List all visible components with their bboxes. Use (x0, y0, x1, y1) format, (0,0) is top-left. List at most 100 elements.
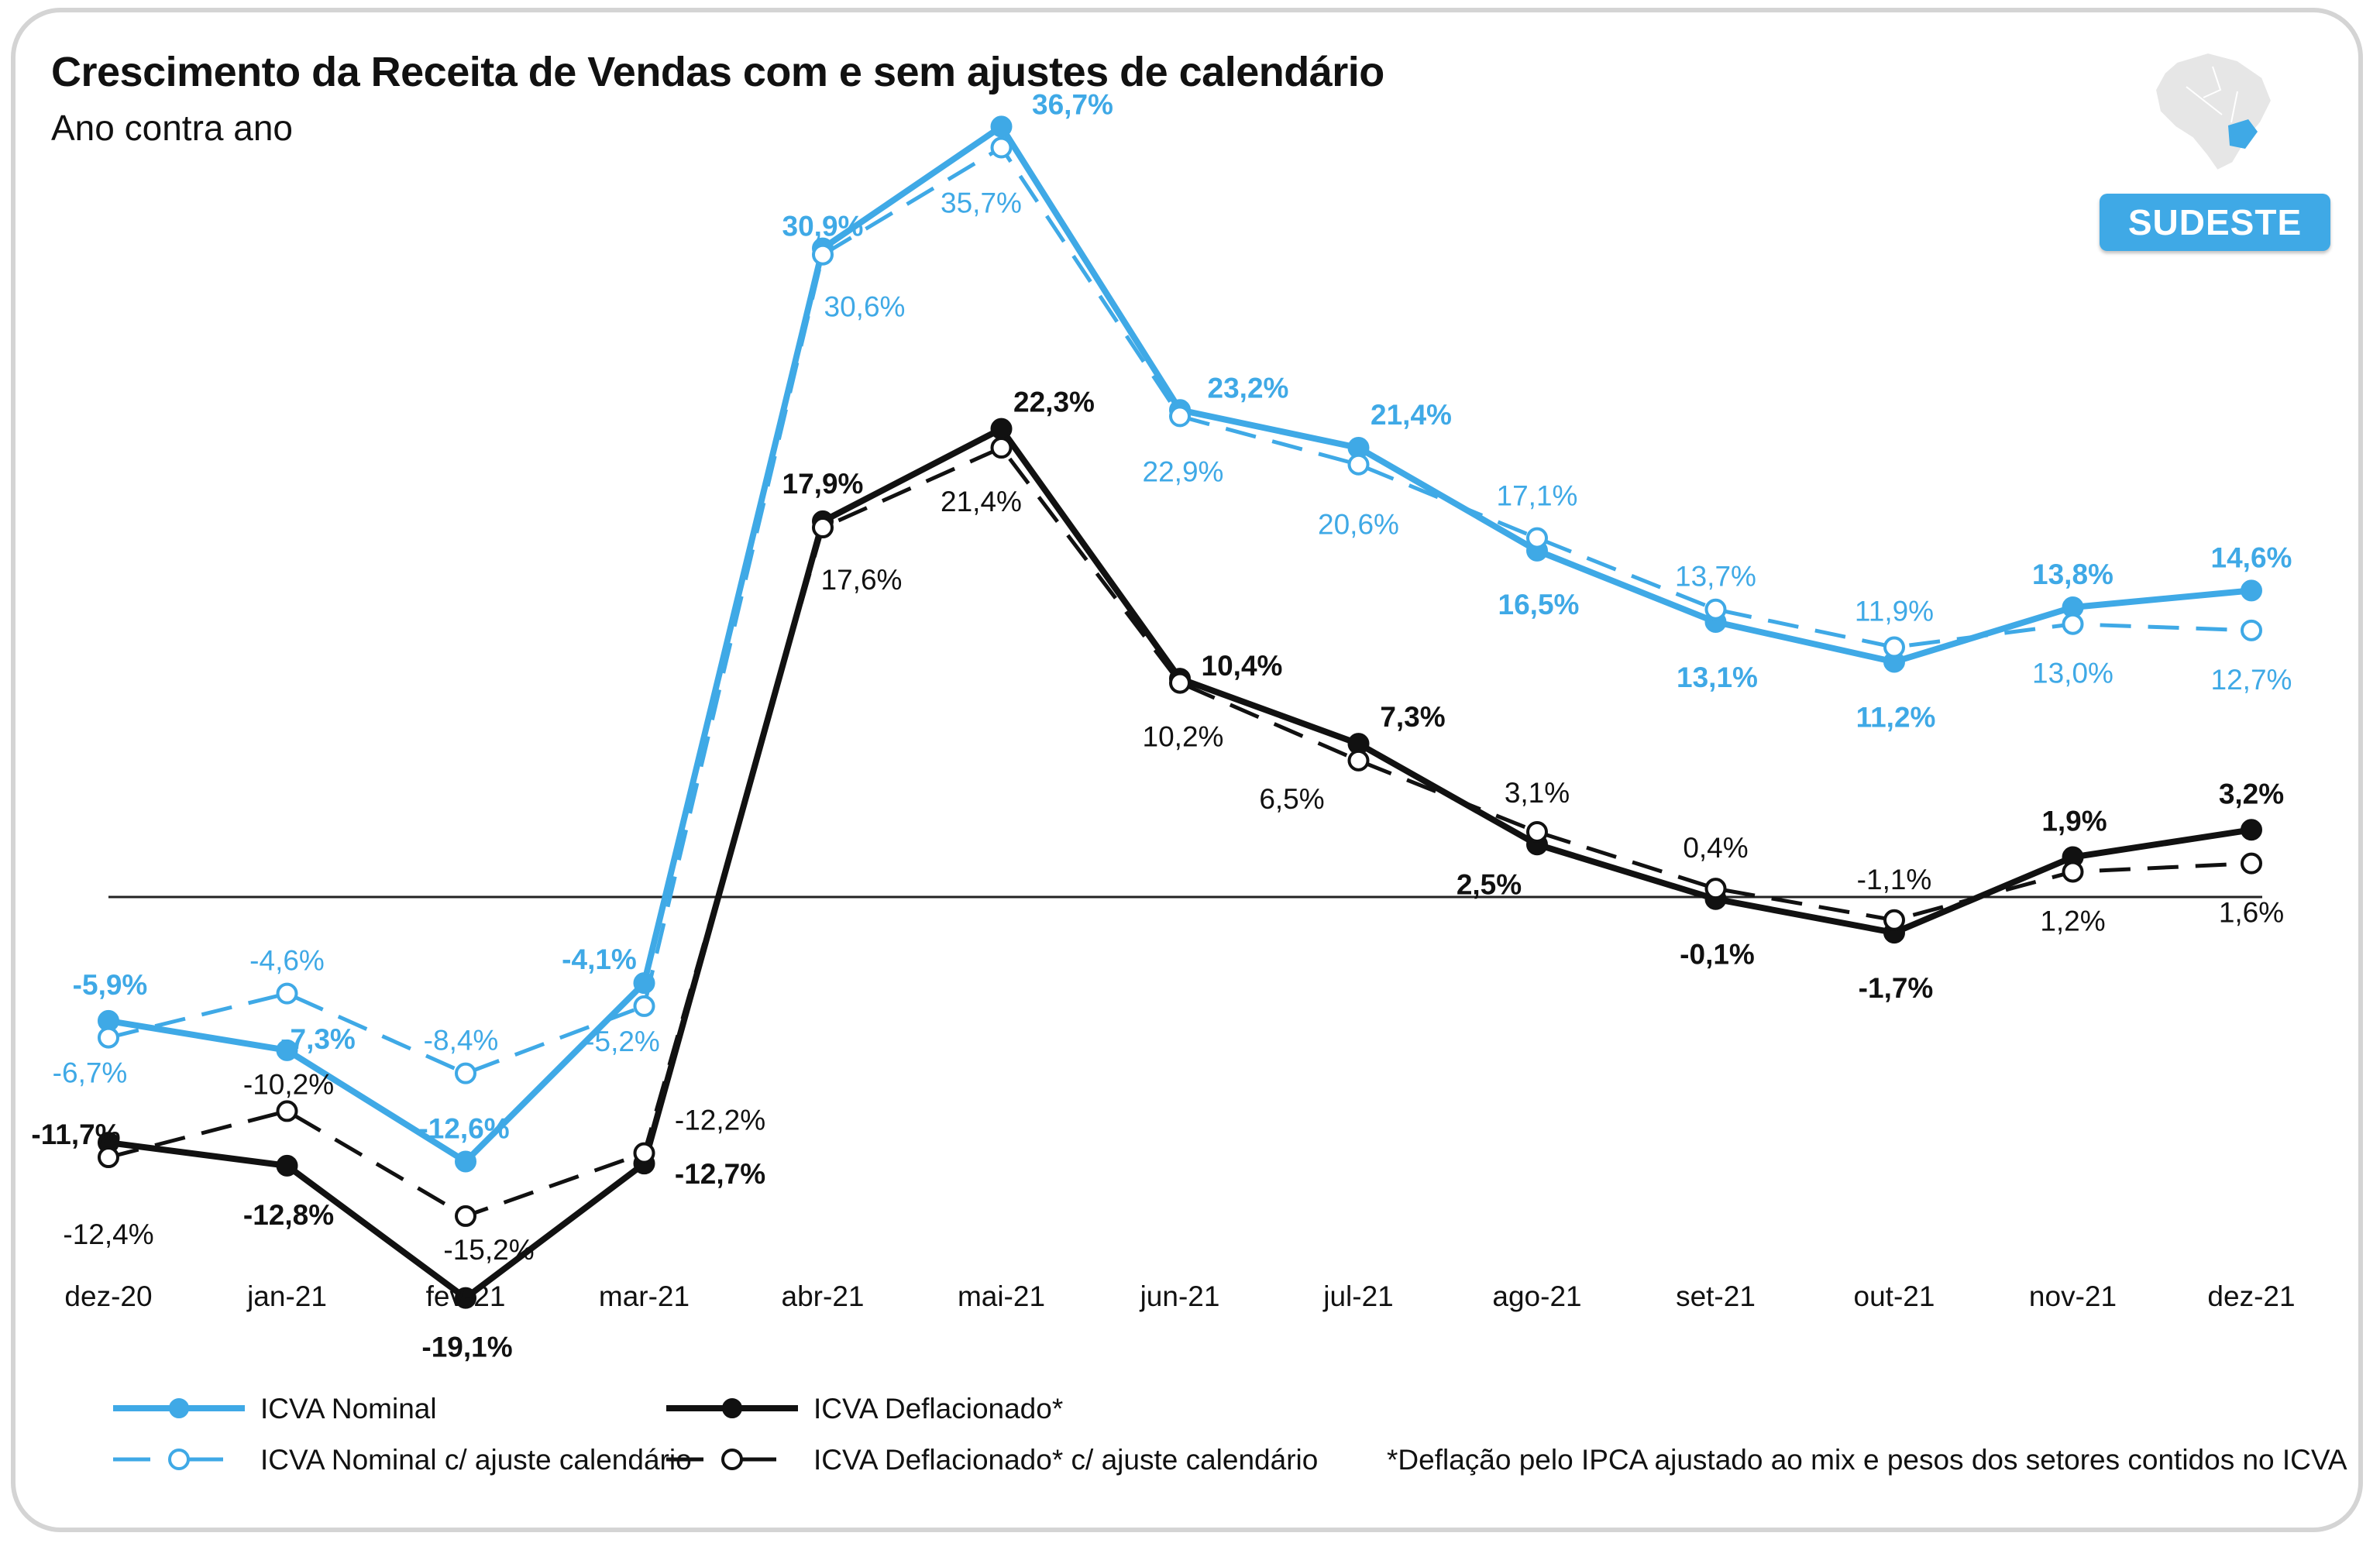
data-label-deflacionado-jun-21: 10,4% (1202, 650, 1283, 682)
x-tick-label: nov-21 (2029, 1280, 2117, 1312)
data-label-deflacionado-jul-21: 7,3% (1380, 701, 1445, 733)
x-tick-label: abr-21 (782, 1280, 865, 1312)
x-tick-label: jun-21 (1140, 1280, 1220, 1312)
marker-nominal-adj-mar-21 (635, 997, 654, 1016)
data-label-deflacionado-set-21: -0,1% (1680, 939, 1755, 971)
data-label-deflacionado-adj-jan-21: -10,2% (243, 1068, 334, 1100)
data-label-deflacionado-adj-dez-20: -12,4% (63, 1218, 153, 1250)
marker-nominal-adj-out-21 (1885, 638, 1904, 657)
data-label-deflacionado-adj-set-21: 0,4% (1683, 832, 1748, 864)
marker-nominal-mai-21 (992, 116, 1012, 136)
data-label-deflacionado-adj-jul-21: 6,5% (1259, 783, 1324, 815)
data-label-deflacionado-mar-21: -12,7% (675, 1158, 765, 1190)
marker-deflacionado-adj-jul-21 (1350, 751, 1368, 770)
x-tick-label: fev-21 (426, 1280, 506, 1312)
data-label-nominal-adj-mai-21: 35,7% (941, 187, 1022, 219)
marker-nominal-dez-21 (2241, 580, 2261, 600)
marker-deflacionado-adj-mar-21 (635, 1144, 654, 1163)
marker-deflacionado-jan-21 (277, 1156, 298, 1176)
legend-label-nominal-adj: ICVA Nominal c/ ajuste calendário (260, 1444, 692, 1476)
data-label-deflacionado-adj-mai-21: 21,4% (941, 486, 1022, 517)
data-label-deflacionado-nov-21: 1,9% (2041, 806, 2107, 837)
data-label-nominal-adj-dez-20: -6,7% (53, 1057, 128, 1089)
data-label-nominal-fev-21: -12,6% (418, 1112, 509, 1144)
data-label-deflacionado-adj-dez-21: 1,6% (2219, 897, 2284, 929)
data-label-nominal-adj-set-21: 13,7% (1675, 561, 1756, 593)
data-label-deflacionado-dez-20: -11,7% (31, 1119, 120, 1150)
data-label-nominal-adj-dez-21: 12,7% (2211, 664, 2292, 696)
marker-deflacionado-adj-abr-21 (813, 518, 832, 537)
data-label-deflacionado-fev-21: -19,1% (421, 1332, 512, 1363)
x-tick-label: jul-21 (1322, 1280, 1394, 1312)
data-label-nominal-out-21: 11,2% (1856, 701, 1936, 733)
data-label-deflacionado-adj-fev-21: -15,2% (443, 1234, 534, 1266)
legend-marker-deflacionado (723, 1399, 741, 1418)
marker-deflacionado-mai-21 (992, 419, 1012, 439)
data-label-deflacionado-adj-mar-21: -12,2% (675, 1105, 765, 1136)
marker-deflacionado-adj-dez-20 (99, 1148, 118, 1167)
data-label-deflacionado-adj-jun-21: 10,2% (1143, 721, 1224, 753)
x-tick-label: jan-21 (246, 1280, 327, 1312)
data-label-nominal-abr-21: 30,9% (782, 211, 864, 242)
data-label-deflacionado-adj-abr-21: 17,6% (821, 564, 903, 596)
legend-marker-nominal-adj (170, 1450, 188, 1469)
data-label-nominal-set-21: 13,1% (1677, 662, 1758, 693)
marker-deflacionado-dez-21 (2241, 820, 2261, 840)
legend-label-nominal: ICVA Nominal (260, 1393, 437, 1425)
data-label-nominal-adj-fev-21: -8,4% (424, 1025, 499, 1057)
data-label-nominal-adj-jul-21: 20,6% (1318, 509, 1399, 541)
data-label-nominal-mai-21: 36,7% (1032, 88, 1113, 120)
data-label-nominal-adj-out-21: 11,9% (1855, 596, 1934, 627)
data-label-nominal-jan-21: -7,3% (280, 1023, 356, 1055)
x-tick-label: dez-21 (2207, 1280, 2295, 1312)
data-label-deflacionado-abr-21: 17,9% (782, 468, 864, 500)
marker-deflacionado-adj-ago-21 (1528, 823, 1546, 841)
data-label-nominal-ago-21: 16,5% (1498, 589, 1580, 620)
data-label-nominal-adj-abr-21: 30,6% (824, 291, 906, 323)
marker-nominal-adj-dez-21 (2242, 621, 2261, 640)
x-tick-label: dez-20 (64, 1280, 152, 1312)
marker-deflacionado-adj-mai-21 (992, 438, 1011, 457)
marker-nominal-adj-nov-21 (2064, 615, 2082, 634)
legend-marker-nominal (170, 1399, 188, 1418)
data-label-nominal-adj-mar-21: -5,2% (585, 1026, 660, 1057)
data-label-deflacionado-adj-out-21: -1,1% (1857, 864, 1932, 895)
marker-nominal-adj-jul-21 (1350, 455, 1368, 474)
line-chart: -5,9%-7,3%-12,6%-4,1%30,9%36,7%23,2%21,4… (0, 0, 2380, 1550)
legend-marker-deflacionado-adj (723, 1450, 741, 1469)
marker-nominal-adj-fev-21 (456, 1064, 475, 1083)
marker-nominal-adj-dez-20 (99, 1029, 118, 1047)
marker-nominal-mar-21 (635, 973, 655, 993)
marker-deflacionado-adj-set-21 (1707, 879, 1725, 898)
data-label-deflacionado-dez-21: 3,2% (2219, 778, 2284, 809)
footnote: *Deflação pelo IPCA ajustado ao mix e pe… (1387, 1444, 2347, 1476)
marker-nominal-adj-mai-21 (992, 139, 1011, 157)
legend-label-deflacionado: ICVA Deflacionado* (813, 1393, 1063, 1425)
data-label-deflacionado-adj-ago-21: 3,1% (1505, 777, 1570, 809)
marker-deflacionado-adj-nov-21 (2064, 862, 2082, 881)
marker-deflacionado-adj-jan-21 (278, 1101, 297, 1120)
data-label-nominal-adj-jun-21: 22,9% (1143, 455, 1224, 487)
marker-deflacionado-adj-dez-21 (2242, 854, 2261, 873)
data-label-deflacionado-mai-21: 22,3% (1013, 387, 1095, 418)
data-label-deflacionado-jan-21: -12,8% (243, 1199, 334, 1231)
marker-nominal-adj-jan-21 (278, 985, 297, 1003)
marker-nominal-adj-jun-21 (1171, 407, 1189, 425)
data-label-nominal-adj-ago-21: 17,1% (1497, 480, 1578, 512)
marker-nominal-adj-set-21 (1707, 600, 1725, 619)
data-label-deflacionado-out-21: -1,7% (1859, 972, 1934, 1004)
x-tick-label: mar-21 (599, 1280, 690, 1312)
x-tick-label: ago-21 (1492, 1280, 1581, 1312)
marker-deflacionado-adj-fev-21 (456, 1207, 475, 1225)
x-tick-label: out-21 (1854, 1280, 1935, 1312)
data-label-nominal-nov-21: 13,8% (2032, 558, 2113, 590)
data-label-deflacionado-ago-21: 2,5% (1457, 868, 1522, 900)
marker-deflacionado-adj-jun-21 (1171, 674, 1189, 693)
data-label-nominal-dez-21: 14,6% (2211, 541, 2292, 573)
x-tick-label: set-21 (1676, 1280, 1756, 1312)
data-label-nominal-mar-21: -4,1% (562, 943, 637, 975)
x-tick-label: mai-21 (958, 1280, 1045, 1312)
series-line-deflacionado-adj (108, 448, 2251, 1216)
marker-nominal-adj-abr-21 (813, 246, 832, 264)
data-label-nominal-jun-21: 23,2% (1208, 372, 1289, 404)
